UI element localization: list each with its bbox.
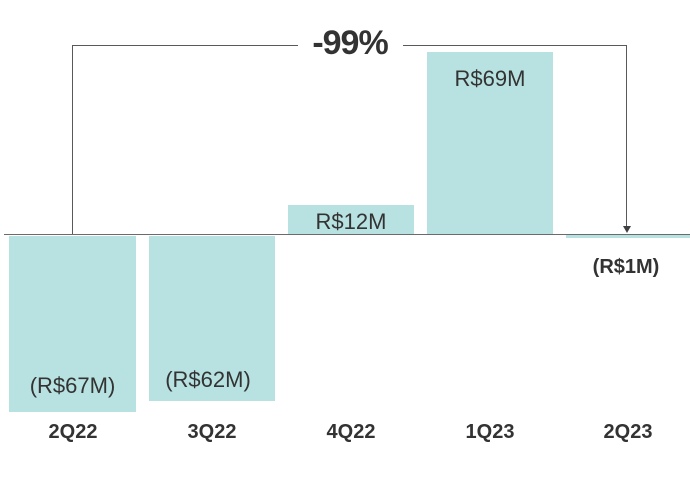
bar-3q22 xyxy=(149,236,275,401)
arrow-down-icon xyxy=(623,226,631,233)
zero-axis-line xyxy=(4,234,690,235)
category-label-4q22: 4Q22 xyxy=(326,421,376,443)
bar-2q23 xyxy=(566,235,690,238)
bracket-top-left xyxy=(72,45,298,46)
bar-1q23 xyxy=(427,52,553,235)
value-label-2q22: (R$67M) xyxy=(29,373,116,398)
bar-4q22 xyxy=(288,205,414,235)
bracket-right-vertical xyxy=(626,45,627,228)
bracket-left-vertical xyxy=(72,45,73,234)
bar-2q22 xyxy=(9,236,136,412)
value-label-4q22: R$12M xyxy=(315,209,387,234)
value-label-1q23: R$69M xyxy=(454,66,526,91)
value-label-3q22: (R$62M) xyxy=(165,367,251,392)
category-label-2q22: 2Q22 xyxy=(48,421,98,443)
category-label-1q23: 1Q23 xyxy=(465,421,515,443)
category-label-2q23: 2Q23 xyxy=(603,421,653,443)
value-label-2q23: (R$1M) xyxy=(592,256,660,278)
category-label-3q22: 3Q22 xyxy=(187,421,237,443)
change-percentage: -99% xyxy=(312,24,388,62)
bracket-top-right xyxy=(403,45,627,46)
